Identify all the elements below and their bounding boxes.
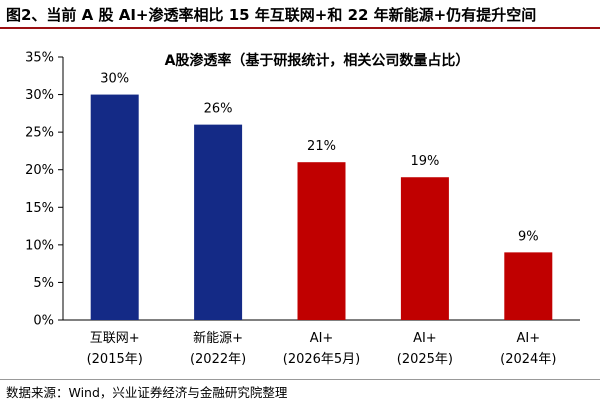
bar-value-label: 30%: [100, 72, 129, 87]
y-tick-label: 15%: [25, 201, 54, 216]
x-category-label: (2022年): [190, 352, 246, 367]
source-note: 数据来源：Wind，兴业证券经济与金融研究院整理: [6, 385, 288, 400]
source-divider: [0, 379, 600, 380]
y-tick-label: 35%: [25, 51, 54, 66]
y-tick-label: 25%: [25, 126, 54, 141]
bar-value-label: 19%: [410, 154, 439, 169]
chart-title: A股渗透率（基于研报统计，相关公司数量占比）: [165, 52, 470, 69]
y-tick-label: 30%: [25, 88, 54, 103]
bar-value-label: 9%: [518, 229, 539, 244]
y-tick-label: 0%: [33, 314, 54, 329]
x-category-label: (2024年): [500, 352, 556, 367]
bar-value-label: 21%: [307, 139, 336, 154]
bar: [194, 124, 243, 320]
bar: [504, 252, 553, 320]
x-category-label: (2025年): [397, 352, 453, 367]
bar-chart: A股渗透率（基于研报统计，相关公司数量占比） 0% 5% 10% 15% 20% 25% 3…: [25, 51, 580, 367]
y-tick-label: 10%: [25, 238, 54, 253]
bar: [90, 94, 139, 320]
title-divider: [0, 27, 600, 29]
figure-title: 图2、当前 A 股 AI+渗透率相比 15 年互联网+和 22 年新能源+仍有提…: [6, 6, 537, 24]
x-category-label: 互联网+: [90, 331, 140, 346]
x-category-label: (2026年5月): [283, 352, 361, 367]
x-category-label: AI+: [516, 331, 540, 346]
x-category-label: 新能源+: [193, 330, 243, 346]
bar-value-label: 26%: [204, 102, 233, 117]
bar: [297, 162, 346, 320]
x-category-label: AI+: [310, 331, 334, 346]
x-category-label: AI+: [413, 331, 437, 346]
y-tick-label: 20%: [25, 163, 54, 178]
bar: [400, 177, 449, 320]
y-tick-label: 5%: [33, 276, 54, 291]
x-category-label: (2015年): [87, 352, 143, 367]
